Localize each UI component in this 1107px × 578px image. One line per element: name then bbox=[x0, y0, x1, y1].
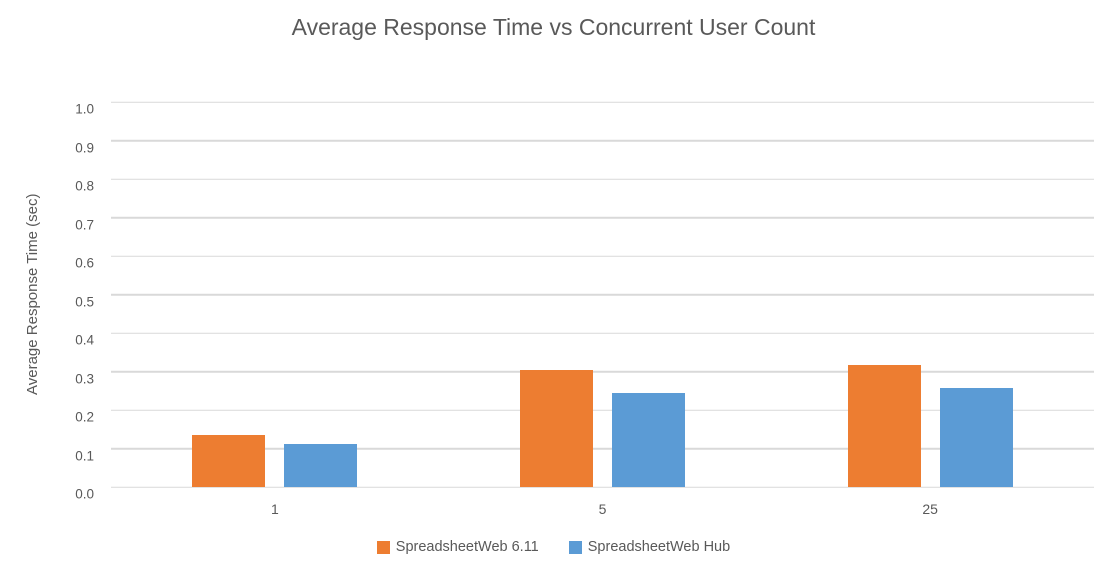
y-tick-label: 1.0 bbox=[75, 101, 94, 117]
legend-item-spreadsheetweb-hub: SpreadsheetWeb Hub bbox=[568, 539, 731, 555]
gridline bbox=[111, 139, 1094, 142]
gridline bbox=[111, 293, 1094, 296]
y-tick-label: 0.3 bbox=[75, 371, 94, 386]
legend-label: SpreadsheetWeb Hub bbox=[587, 539, 731, 555]
chart-title: Average Response Time vs Concurrent User… bbox=[291, 14, 816, 40]
y-tick-label: 0.0 bbox=[75, 486, 94, 502]
gridline bbox=[111, 216, 1094, 219]
legend-swatch-icon bbox=[568, 540, 582, 554]
gridline bbox=[111, 101, 1094, 103]
y-tick-label: 0.9 bbox=[75, 140, 94, 155]
bar-spreadsheetweb-hub-5 bbox=[612, 392, 685, 487]
bar-group-25 bbox=[766, 102, 1094, 487]
y-tick-label: 0.5 bbox=[75, 294, 94, 309]
gridline bbox=[111, 332, 1094, 334]
y-tick-label: 0.8 bbox=[75, 178, 94, 194]
x-axis: 1 5 25 bbox=[111, 501, 1094, 517]
legend-swatch-icon bbox=[376, 540, 390, 554]
bar-group-1 bbox=[111, 102, 439, 487]
y-axis-title: Average Response Time (sec) bbox=[24, 193, 41, 396]
bar-spreadsheetweb-6-11-5 bbox=[520, 369, 593, 487]
legend-label: SpreadsheetWeb 6.11 bbox=[395, 539, 539, 555]
bar-spreadsheetweb-6-11-25 bbox=[847, 364, 921, 487]
plot-area: 0.0 0.1 0.2 0.3 0.4 0.5 0.6 0.7 0.8 0.9 1.0 bbox=[75, 101, 1094, 502]
gridline bbox=[111, 370, 1094, 373]
y-tick-label: 0.2 bbox=[75, 409, 94, 425]
gridline bbox=[111, 447, 1094, 450]
gridline bbox=[111, 178, 1094, 180]
y-tick-label: 0.4 bbox=[75, 332, 94, 348]
bar-spreadsheetweb-hub-1 bbox=[284, 443, 358, 487]
bar-spreadsheetweb-6-11-1 bbox=[192, 435, 266, 487]
gridline bbox=[111, 486, 1094, 488]
x-tick-label: 5 bbox=[598, 501, 607, 517]
y-tick-label: 0.6 bbox=[75, 255, 94, 271]
x-tick-label: 25 bbox=[922, 501, 938, 517]
legend: SpreadsheetWeb 6.11 SpreadsheetWeb Hub bbox=[0, 539, 1107, 555]
bar-groups bbox=[111, 102, 1094, 487]
y-tick-label: 0.7 bbox=[75, 217, 94, 232]
legend-item-spreadsheetweb-6-11: SpreadsheetWeb 6.11 bbox=[376, 539, 539, 555]
bar-group-5 bbox=[439, 102, 767, 487]
bar-spreadsheetweb-hub-25 bbox=[939, 388, 1013, 487]
y-tick-label: 0.1 bbox=[75, 448, 94, 463]
x-tick-label: 1 bbox=[270, 501, 279, 517]
gridline bbox=[111, 409, 1094, 411]
gridline bbox=[111, 255, 1094, 257]
